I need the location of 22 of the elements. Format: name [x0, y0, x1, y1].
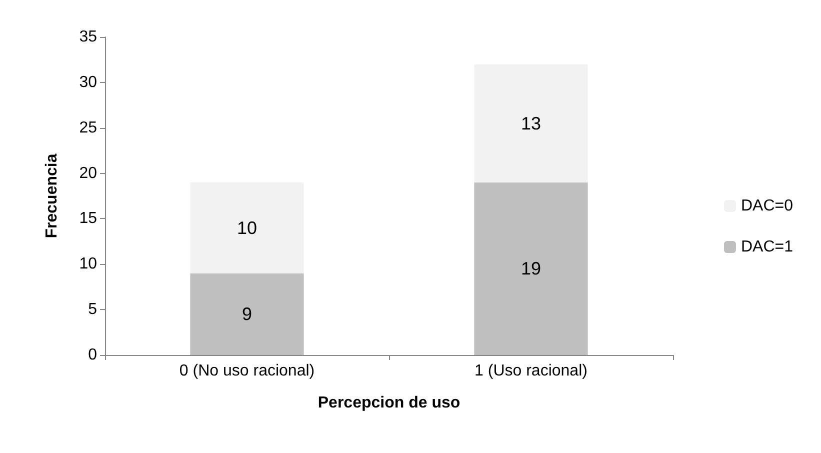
bar — [190, 182, 304, 274]
x-tick-label: 0 (No uso racional) — [179, 362, 315, 380]
bar — [190, 273, 304, 355]
legend-label: DAC=1 — [740, 238, 794, 256]
data-label: 9 — [242, 304, 252, 324]
data-label: 13 — [520, 113, 542, 134]
y-tick-label: 35 — [79, 28, 98, 46]
data-label: 19 — [520, 258, 542, 279]
bar — [474, 64, 588, 182]
y-axis-title: Frecuencia — [44, 154, 60, 238]
data-label: 10 — [236, 218, 258, 238]
y-tick-label: 15 — [79, 210, 98, 228]
y-tick-label: 5 — [88, 301, 98, 318]
y-tick-label: 20 — [79, 164, 98, 182]
bar — [474, 182, 588, 355]
x-axis-title: Percepcion de uso — [318, 394, 460, 412]
y-tick-label: 10 — [79, 256, 98, 273]
y-tick-label: 0 — [88, 346, 98, 364]
y-tick-label: 30 — [79, 74, 98, 91]
y-tick-label: 25 — [79, 119, 98, 136]
legend-label: DAC=0 — [740, 198, 794, 214]
x-tick-label: 1 (Uso racional) — [474, 362, 588, 380]
